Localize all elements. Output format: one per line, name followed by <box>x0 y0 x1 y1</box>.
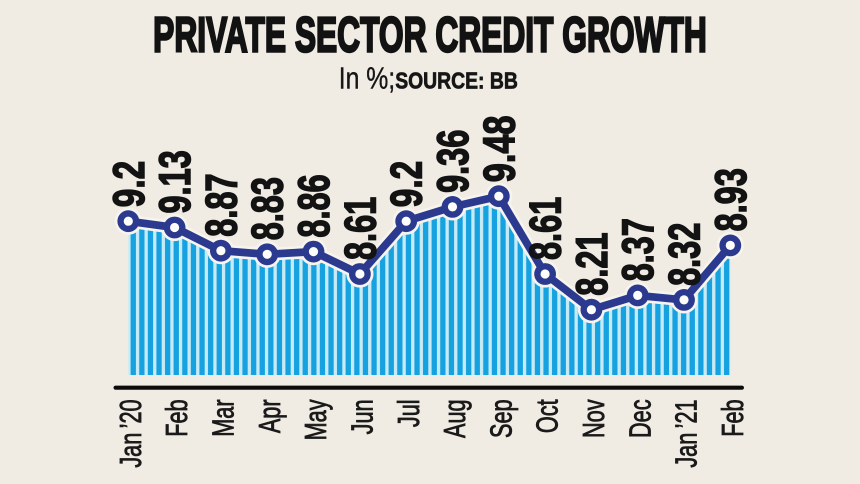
svg-text:8.37: 8.37 <box>614 218 663 281</box>
svg-text:8.32: 8.32 <box>661 223 710 286</box>
svg-text:Feb: Feb <box>159 399 194 436</box>
svg-text:Feb: Feb <box>715 399 750 436</box>
svg-text:9.36: 9.36 <box>429 130 478 193</box>
svg-text:Oct: Oct <box>530 399 565 433</box>
svg-text:9.48: 9.48 <box>475 116 524 183</box>
svg-text:9.2: 9.2 <box>104 161 154 207</box>
svg-text:Jan ’21: Jan ’21 <box>669 399 704 467</box>
svg-text:9.13: 9.13 <box>151 150 200 213</box>
svg-text:8.86: 8.86 <box>290 174 339 237</box>
svg-text:In %;: In %; <box>339 61 395 95</box>
svg-text:Jul: Jul <box>391 399 426 427</box>
svg-text:Nov: Nov <box>576 399 611 438</box>
svg-text:Jun: Jun <box>345 399 380 434</box>
svg-text:SOURCE: BB: SOURCE: BB <box>395 69 518 94</box>
svg-text:9.2: 9.2 <box>382 161 432 207</box>
svg-text:8.93: 8.93 <box>707 168 756 231</box>
svg-text:8.83: 8.83 <box>244 177 293 240</box>
svg-text:Apr: Apr <box>252 399 287 433</box>
svg-text:Sep: Sep <box>484 399 519 438</box>
svg-text:Mar: Mar <box>206 399 241 436</box>
svg-text:8.87: 8.87 <box>198 173 247 236</box>
svg-text:Jan ’20: Jan ’20 <box>113 399 148 467</box>
svg-text:PRIVATE SECTOR CREDIT GROWTH: PRIVATE SECTOR CREDIT GROWTH <box>153 8 707 63</box>
svg-text:8.61: 8.61 <box>337 197 386 260</box>
svg-text:Dec: Dec <box>622 399 657 438</box>
svg-text:May: May <box>298 399 333 440</box>
svg-text:8.21: 8.21 <box>568 232 617 295</box>
svg-text:Aug: Aug <box>437 399 472 438</box>
svg-text:8.61: 8.61 <box>522 197 571 260</box>
